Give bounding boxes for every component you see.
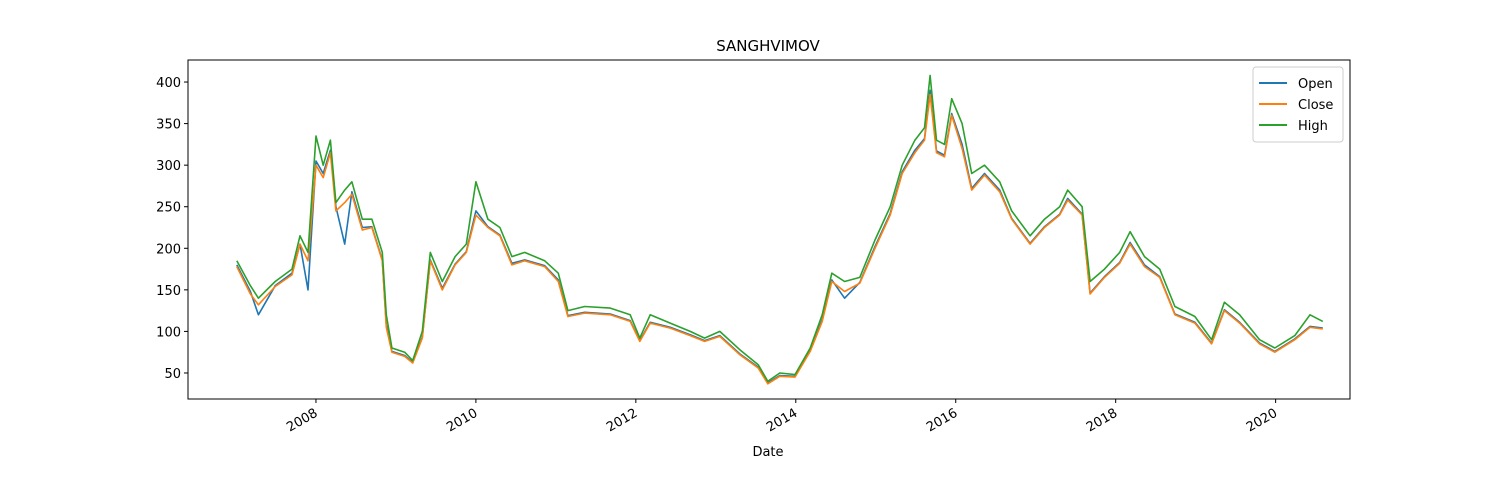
chart-title: SANGHVIMOV [716,37,820,55]
y-tick-label: 50 [164,367,181,382]
legend: Open Close High [1252,66,1344,143]
y-tick-label: 400 [156,76,181,91]
x-tick-label: 2014 [764,406,800,436]
y-tick-label: 200 [156,242,181,257]
series-line [236,89,1323,384]
x-tick-label: 2010 [444,406,480,436]
x-tick-label: 2020 [1244,406,1280,436]
series-line [236,74,1324,383]
legend-label: Close [1298,98,1333,113]
legend-box [1252,66,1344,143]
series-line [236,93,1323,385]
x-tick-label: 2018 [1084,406,1120,436]
y-tick-label: 100 [156,325,181,340]
plot-frame [187,59,1351,400]
x-tick-label: 2008 [284,406,320,436]
legend-label: High [1298,119,1328,134]
x-tick-label: 2012 [604,406,640,436]
y-tick-label: 300 [156,159,181,174]
x-tick-label: 2016 [924,406,960,436]
y-tick-label: 350 [156,118,181,133]
y-tick-label: 150 [156,284,181,299]
legend-label: Open [1298,77,1333,92]
y-tick-label: 250 [156,201,181,216]
x-axis-label: Date [752,445,783,460]
